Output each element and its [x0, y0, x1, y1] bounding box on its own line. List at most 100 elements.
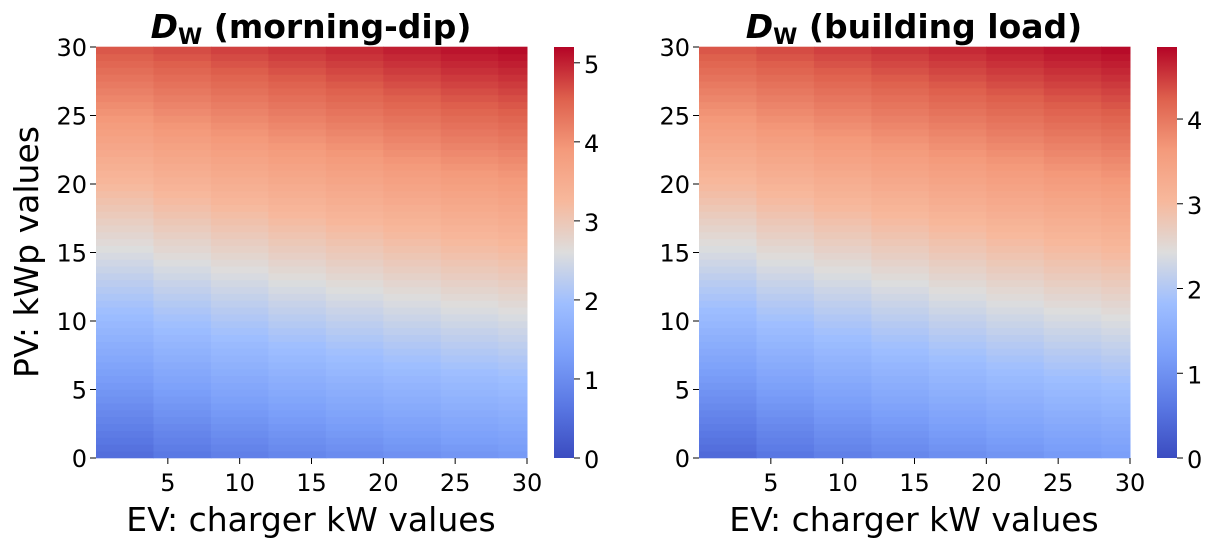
- heatmap-cell: [440, 450, 499, 459]
- heatmap-cell: [1043, 409, 1102, 418]
- heatmap-cell: [699, 170, 757, 178]
- heatmap-cell: [1101, 67, 1131, 75]
- heatmap-cell: [986, 409, 1045, 418]
- heatmap-cell: [383, 135, 442, 144]
- heatmap-cell: [986, 115, 1045, 123]
- heatmap-cell: [325, 46, 384, 55]
- heatmap-cell: [813, 170, 872, 178]
- heatmap-cell: [383, 313, 442, 322]
- heatmap-cell: [498, 122, 528, 130]
- heatmap-cell: [699, 272, 757, 281]
- heatmap-cell: [699, 409, 757, 418]
- heatmap-cell: [210, 389, 269, 397]
- heatmap-cell: [268, 368, 327, 377]
- heatmap-cell: [928, 348, 987, 356]
- heatmap-cell: [756, 190, 815, 198]
- heatmap-cell: [756, 389, 815, 397]
- heatmap-cell: [813, 245, 872, 253]
- heatmap-cell: [268, 259, 327, 267]
- heatmap-cell: [325, 300, 384, 308]
- heatmap-cell: [871, 142, 930, 151]
- heatmap-cell: [268, 197, 327, 205]
- heatmap-cell: [756, 450, 815, 459]
- heatmap-cell: [1101, 122, 1131, 130]
- heatmap-cell: [871, 156, 930, 164]
- heatmap-cell: [153, 437, 212, 445]
- heatmap-cell: [1043, 67, 1102, 75]
- heatmap-cell: [153, 307, 212, 315]
- heatmap-cell: [986, 80, 1045, 89]
- heatmap-cell: [153, 265, 212, 274]
- heatmap-cell: [325, 115, 384, 123]
- heatmap-cell: [1101, 279, 1131, 288]
- heatmap-cell: [325, 286, 384, 294]
- heatmap-cell: [498, 176, 528, 185]
- heatmap-cell: [986, 128, 1045, 137]
- heatmap-cell: [383, 183, 442, 192]
- heatmap-cell: [383, 80, 442, 89]
- heatmap-cell: [928, 67, 987, 75]
- heatmap-cell: [210, 361, 269, 370]
- heatmap-cell: [986, 334, 1045, 342]
- heatmap-cell: [325, 156, 384, 164]
- heatmap-cell: [813, 409, 872, 418]
- heatmap-cell: [153, 279, 212, 288]
- heatmap-cell: [268, 60, 327, 68]
- heatmap-cell: [1043, 156, 1102, 164]
- heatmap-cell: [699, 382, 757, 390]
- colorbar-tick-label: 5: [584, 51, 599, 79]
- heatmap-cell: [756, 265, 815, 274]
- heatmap-cell: [325, 265, 384, 274]
- x-tick-label: 30: [1115, 469, 1146, 497]
- x-tick-label: 10: [827, 469, 858, 497]
- heatmap-cell: [210, 217, 269, 226]
- heatmap-cell: [813, 307, 872, 315]
- heatmap-cell: [871, 101, 930, 109]
- heatmap-cell: [498, 334, 528, 342]
- heatmap-cell: [96, 272, 154, 281]
- heatmap-cell: [96, 74, 154, 82]
- heatmap-cell: [756, 94, 815, 103]
- heatmap-cell: [210, 142, 269, 151]
- heatmap-cell: [871, 149, 930, 157]
- heatmap-cell: [268, 272, 327, 281]
- heatmap-cell: [699, 341, 757, 349]
- heatmap-cell: [813, 46, 872, 55]
- heatmap-cell: [813, 80, 872, 89]
- heatmap-cell: [325, 101, 384, 109]
- heatmap-cell: [325, 279, 384, 288]
- heatmap-cell: [1101, 197, 1131, 205]
- heatmap-cell: [813, 108, 872, 116]
- heatmap-cell: [871, 231, 930, 240]
- heatmap-cell: [1101, 80, 1131, 89]
- heatmap-cell: [756, 307, 815, 315]
- heatmap-cell: [871, 307, 930, 315]
- heatmap-cell: [928, 211, 987, 219]
- heatmap-cell: [268, 217, 327, 226]
- heatmap-cell: [440, 354, 499, 363]
- heatmap-cell: [1101, 354, 1131, 363]
- heatmap-cell: [1043, 327, 1102, 335]
- heatmap-cell: [928, 87, 987, 96]
- heatmap-cell: [210, 272, 269, 281]
- heatmap-cell: [1043, 197, 1102, 205]
- heatmap-cell: [871, 313, 930, 322]
- heatmap-cell: [699, 313, 757, 322]
- heatmap-cell: [756, 115, 815, 123]
- heatmap-cell: [440, 108, 499, 116]
- heatmap-cell: [268, 149, 327, 157]
- heatmap-cell: [699, 307, 757, 315]
- heatmap-cell: [153, 444, 212, 452]
- heatmap-cell: [928, 313, 987, 322]
- heatmap-cell: [498, 313, 528, 322]
- heatmap-cell: [1101, 87, 1131, 96]
- heatmap-cell: [268, 224, 327, 233]
- heatmap-cell: [498, 320, 528, 329]
- heatmap-cell: [440, 361, 499, 370]
- heatmap-cell: [210, 224, 269, 233]
- heatmap-cell: [871, 416, 930, 425]
- heatmap-cell: [986, 108, 1045, 116]
- heatmap-cell: [928, 122, 987, 130]
- heatmap-cell: [96, 156, 154, 164]
- heatmap-cell: [268, 74, 327, 82]
